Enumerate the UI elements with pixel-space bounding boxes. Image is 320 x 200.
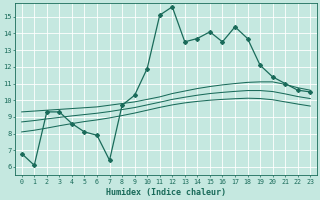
X-axis label: Humidex (Indice chaleur): Humidex (Indice chaleur) (106, 188, 226, 197)
